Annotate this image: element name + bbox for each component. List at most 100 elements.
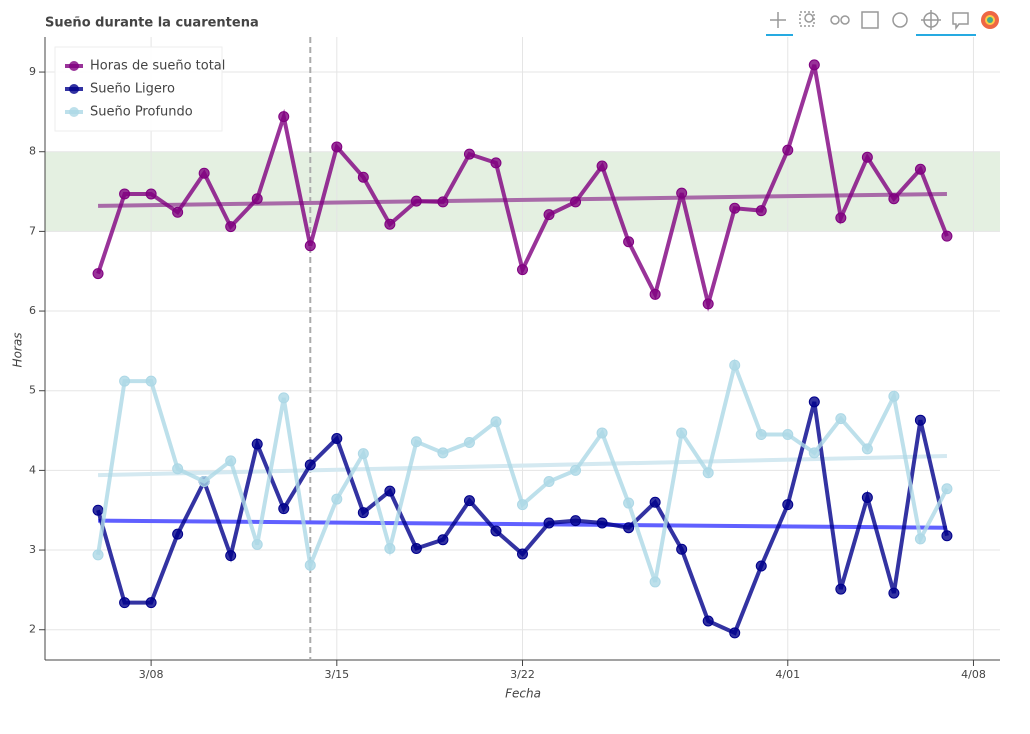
data-point xyxy=(914,414,926,426)
data-point xyxy=(145,375,157,387)
legend: Horas de sueño total Sueño Ligero Sueño Pr… xyxy=(54,46,225,132)
data-point xyxy=(570,464,582,476)
trend-line xyxy=(98,191,947,208)
data-point xyxy=(702,467,714,479)
legend-marker xyxy=(69,107,79,117)
data-point xyxy=(729,359,741,371)
legend-marker xyxy=(69,61,79,71)
data-point xyxy=(676,187,688,199)
y-tick-label: 8 xyxy=(29,145,36,158)
data-point xyxy=(914,163,926,175)
data-point xyxy=(384,218,396,230)
x-tick-label: 4/01 xyxy=(775,668,800,681)
data-point xyxy=(331,433,343,445)
data-point xyxy=(278,392,290,404)
wheel-zoom-tool[interactable] xyxy=(830,15,850,25)
data-point xyxy=(517,548,528,560)
reset-tool[interactable] xyxy=(892,12,908,28)
data-point xyxy=(596,517,608,529)
data-point xyxy=(304,459,316,471)
y-tick-label: 2 xyxy=(29,623,36,636)
chart-title: Sueño durante la cuarentena xyxy=(45,16,259,31)
data-point xyxy=(92,268,104,280)
bokeh-logo[interactable] xyxy=(981,11,999,29)
y-tick-label: 3 xyxy=(29,543,36,556)
y-tick-label: 4 xyxy=(29,463,36,476)
data-point xyxy=(941,530,953,542)
data-point xyxy=(145,597,157,609)
data-point xyxy=(888,193,900,205)
data-point xyxy=(145,188,157,200)
legend-label: Horas de sueño total xyxy=(90,59,225,74)
data-point xyxy=(649,576,661,588)
data-point xyxy=(251,193,263,205)
data-point xyxy=(384,542,396,554)
data-point xyxy=(172,528,184,540)
data-point xyxy=(808,447,820,459)
data-point xyxy=(278,111,290,123)
data-point xyxy=(172,463,184,475)
data-point xyxy=(570,196,582,208)
data-point xyxy=(410,436,422,448)
data-point xyxy=(410,195,422,207)
y-axis-label: Horas xyxy=(11,333,25,368)
data-point xyxy=(198,476,210,488)
data-point xyxy=(92,549,104,561)
data-point xyxy=(172,206,184,218)
plot-area: 2 3 4 5 6 7 8 9 3/08 3/15 3/22 4/01 4/08 Horas de sue… xyxy=(29,37,1000,681)
data-point xyxy=(861,491,873,503)
data-point xyxy=(755,560,767,572)
data-point xyxy=(543,476,555,488)
hover-tool[interactable] xyxy=(952,12,969,31)
data-point xyxy=(888,390,900,402)
data-point xyxy=(543,517,555,529)
data-point xyxy=(941,230,953,242)
data-point xyxy=(623,497,635,509)
data-point xyxy=(490,416,502,428)
box-zoom-tool[interactable] xyxy=(799,11,815,27)
data-point xyxy=(463,148,475,160)
data-point xyxy=(861,151,873,163)
data-point xyxy=(676,427,688,439)
x-tick-label: 3/15 xyxy=(324,668,349,681)
data-point xyxy=(225,221,237,233)
data-point xyxy=(914,533,926,545)
data-point xyxy=(676,543,688,555)
data-point xyxy=(251,438,263,450)
data-point xyxy=(596,160,608,172)
data-point xyxy=(384,485,396,497)
data-point xyxy=(225,550,237,562)
x-tick-label: 3/08 xyxy=(139,668,164,681)
crosshair-tool[interactable] xyxy=(916,10,976,36)
data-point xyxy=(225,455,237,467)
data-point xyxy=(808,396,820,408)
data-point xyxy=(251,538,263,550)
save-tool[interactable] xyxy=(861,11,879,29)
data-point xyxy=(649,496,661,508)
data-point xyxy=(92,504,104,516)
data-point xyxy=(437,447,449,459)
data-point xyxy=(119,597,131,609)
data-point xyxy=(782,499,794,511)
y-tick-label: 7 xyxy=(29,224,36,237)
data-point xyxy=(596,427,608,439)
data-point xyxy=(278,503,290,515)
x-axis-label: Fecha xyxy=(505,687,541,701)
data-point xyxy=(782,144,794,156)
data-point xyxy=(835,212,847,224)
data-point xyxy=(304,559,316,571)
data-point xyxy=(729,202,741,214)
data-point xyxy=(357,171,369,183)
data-point xyxy=(729,627,741,639)
data-point xyxy=(490,525,502,537)
legend-label: Sueño Profundo xyxy=(90,105,193,120)
data-point xyxy=(357,448,369,460)
data-point xyxy=(198,167,210,179)
trend-line xyxy=(98,454,947,478)
data-point xyxy=(490,157,502,169)
y-tick-label: 6 xyxy=(29,304,36,317)
pan-tool[interactable] xyxy=(766,12,793,36)
data-point xyxy=(331,141,343,153)
x-tick-label: 4/08 xyxy=(961,668,986,681)
data-point xyxy=(888,587,900,599)
